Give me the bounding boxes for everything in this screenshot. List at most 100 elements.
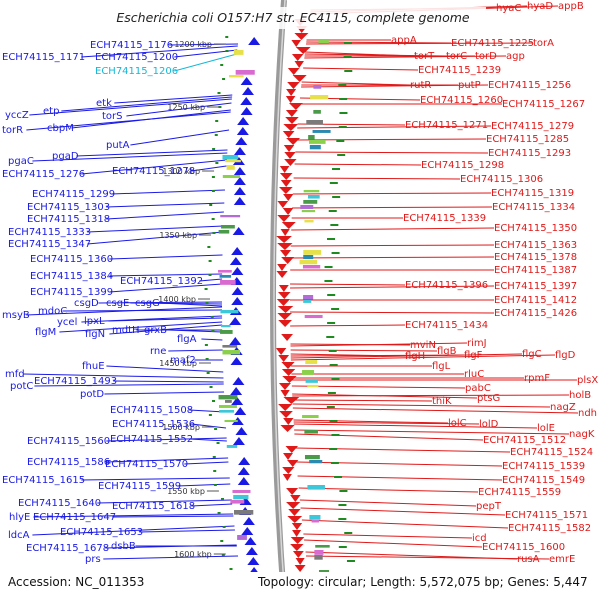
reverse-gene-arrow [285,110,298,117]
right-gene-label: plsX [577,375,598,386]
feature-tracks [204,19,355,576]
outer-tick [221,498,225,500]
right-label-leader [300,507,506,516]
feature-category-bar [307,385,319,388]
left-gene-label: etp [43,106,59,117]
left-gene-label: ECH74115_1560 [27,436,110,447]
left-gene-label: ECH74115_1493 [34,376,117,387]
outer-tick [339,98,348,100]
forward-gene-arrow [233,197,246,205]
right-label-leader [304,55,507,59]
outer-tick [338,518,347,520]
right-label-leader [292,403,551,408]
outer-tick [346,560,355,562]
outer-tick [328,350,337,352]
right-gene-label: ECH74115_1571 [505,510,588,521]
forward-gene-arrow [229,317,242,325]
left-gene-label: ECH74115_1200 [95,52,178,63]
gene-labels: ECH74115_1176 ECH74115_1171 ECH74115_1200 E… [2,1,598,565]
feature-category-bar [303,200,318,204]
left-gene-label: potC [10,381,33,392]
left-gene-label: ECH74115_1399 [30,287,113,298]
feature-category-bar [307,195,320,199]
reverse-gene-arrow [282,208,294,215]
left-gene-label: ECH74115_1303 [27,202,110,213]
reverse-gene-arrow [282,474,292,481]
left-label-leader [81,315,223,323]
feature-category-bar [309,145,321,150]
reverse-gene-arrow [277,215,291,222]
outer-tick [222,78,226,80]
left-gene-label: ECH74115_1599 [98,481,181,492]
feature-category-bar [302,415,319,419]
feature-category-bar [303,300,312,303]
backbone [270,0,287,600]
reverse-gene-arrow [281,334,293,341]
right-gene-label: ECH74115_1339 [403,213,486,224]
outer-tick [331,378,340,380]
outer-tick [205,302,209,304]
outer-tick [212,400,216,402]
outer-tick [331,308,340,310]
left-gene-label: ECH74115_1333 [8,227,91,238]
left-gene-label: yccZ [5,110,29,121]
feature-category-bar [221,225,235,229]
left-label-leader [109,254,223,260]
reverse-gene-arrow [294,33,309,40]
footer-background [0,572,600,600]
right-label-leader [291,385,466,389]
forward-gene-arrow [241,87,254,95]
feature-category-bar [234,510,254,515]
outer-tick [210,316,214,318]
backbone-highlight [273,0,286,600]
left-gene-label: ECH74115_1536 [112,419,195,430]
feature-category-bar [309,515,321,520]
left-label-leader [104,391,225,395]
forward-gene-arrow [240,107,253,115]
left-gene-label: mdoC [38,306,67,317]
forward-gene-arrow [229,337,242,345]
left-label-leader [23,373,224,379]
right-gene-label: mviN [410,340,436,351]
left-label-leader [81,477,230,481]
reverse-gene-arrow [283,418,294,425]
outer-tick [332,196,341,198]
right-gene-label: icd [472,533,487,544]
ruler-tick-label: 1400 kbp [158,295,196,304]
outer-tick [329,448,338,450]
left-label-leader [59,321,223,333]
left-gene-label: flgN [85,329,105,340]
feature-category-bar [304,220,314,223]
right-gene-label: ECH74115_1279 [491,121,574,132]
outer-tick [211,218,215,220]
forward-gene-arrow [242,517,255,525]
right-label-leader [290,256,495,259]
reverse-gene-arrow [291,40,302,47]
reverse-gene-arrow [276,271,288,278]
outer-tick [326,406,335,408]
forward-gene-arrow [237,467,250,475]
outer-tick [215,120,219,122]
outer-tick [215,162,219,164]
right-gene-label: nagZ [550,402,576,413]
right-gene-label: ECH74115_1524 [510,447,593,458]
reverse-gene-arrow [277,201,289,208]
reverse-gene-arrow [276,299,291,306]
left-label-leader [191,165,227,172]
left-gene-label: mfd [5,369,25,380]
left-gene-label: grxB [144,325,167,336]
feature-category-bar [237,535,247,540]
outer-tick [344,532,353,534]
right-gene-label: rluC [464,369,484,380]
right-label-leader [303,67,419,71]
right-label-leader [304,539,483,548]
forward-gene-arrow [233,147,246,155]
feature-category-bar [226,165,235,170]
left-gene-label: torR [2,125,23,136]
feature-category-bar [314,550,324,555]
right-gene-label: ECH74115_1334 [492,202,575,213]
reverse-gene-arrow [283,397,300,404]
forward-gene-arrow [241,527,254,535]
outer-tick [329,364,338,366]
feature-category-bar [314,555,323,560]
